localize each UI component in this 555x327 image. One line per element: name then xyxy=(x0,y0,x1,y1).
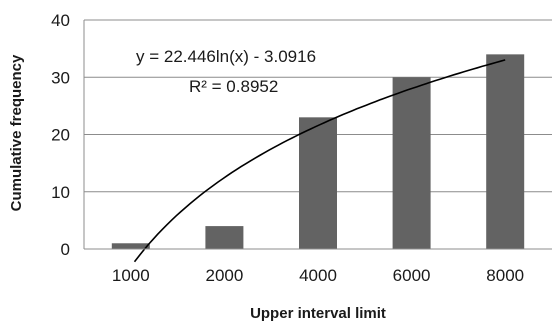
y-axis-title: Cumulative frequency xyxy=(8,54,25,211)
bar-1000 xyxy=(111,243,150,249)
bar-2000 xyxy=(205,226,244,249)
y-tick-label-40: 40 xyxy=(51,11,70,30)
x-tick-label-6000: 6000 xyxy=(393,266,431,285)
y-tick-labels: 0 10 20 30 40 xyxy=(51,11,70,259)
bar-6000 xyxy=(392,77,431,249)
y-tick-label-0: 0 xyxy=(61,240,70,259)
x-tick-label-2000: 2000 xyxy=(205,266,243,285)
y-tick-label-30: 30 xyxy=(51,68,70,87)
bars xyxy=(111,54,525,249)
bar-8000 xyxy=(486,54,525,249)
trendline xyxy=(133,59,506,263)
x-tick-label-8000: 8000 xyxy=(486,266,524,285)
trendline-r-squared: R² = 0.8952 xyxy=(189,77,278,96)
y-tick-label-20: 20 xyxy=(51,126,70,145)
x-tick-label-1000: 1000 xyxy=(112,266,150,285)
y-tick-label-10: 10 xyxy=(51,183,70,202)
x-tick-label-4000: 4000 xyxy=(299,266,337,285)
x-tick-labels: 1000 2000 4000 6000 8000 xyxy=(112,266,524,285)
bar-4000 xyxy=(299,117,337,249)
trendline-equation: y = 22.446ln(x) - 3.0916 xyxy=(136,47,316,66)
x-axis-title: Upper interval limit xyxy=(250,305,386,322)
